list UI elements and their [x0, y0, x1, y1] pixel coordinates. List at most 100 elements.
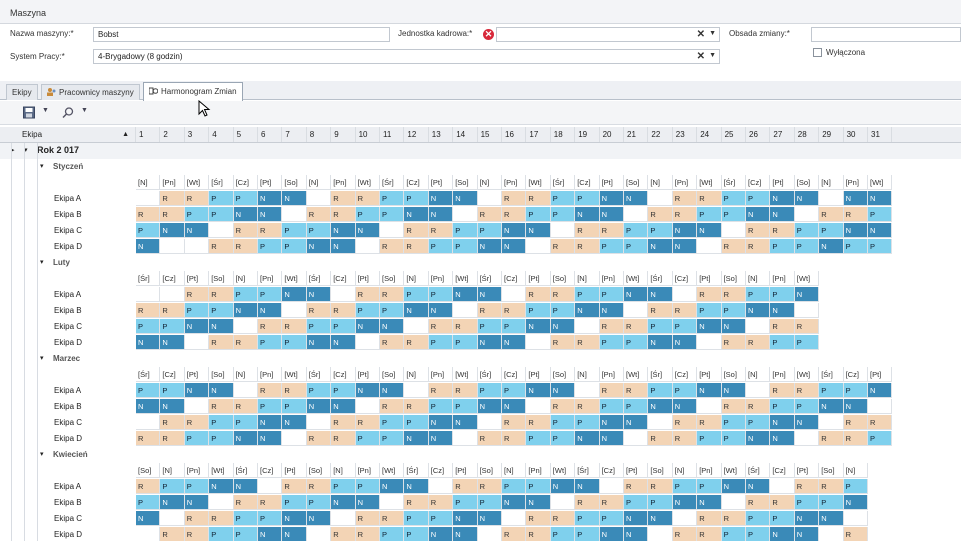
shift-cell[interactable] — [355, 399, 380, 414]
shift-cell[interactable]: P — [550, 207, 576, 222]
shift-cell[interactable]: P — [746, 191, 771, 206]
shift-cell[interactable]: R — [380, 239, 405, 254]
shift-cell[interactable]: R — [672, 415, 698, 430]
shift-cell[interactable]: N — [258, 207, 283, 222]
shift-cell[interactable]: R — [721, 335, 746, 350]
shift-cell[interactable]: P — [770, 399, 795, 414]
shift-cell[interactable]: R — [526, 191, 551, 206]
shift-cell[interactable]: P — [306, 223, 332, 238]
shift-cell[interactable] — [331, 287, 356, 302]
shift-cell[interactable]: R — [209, 287, 234, 302]
shift-cell[interactable]: R — [746, 495, 771, 510]
shift-cell[interactable]: P — [258, 287, 283, 302]
collapse-icon[interactable]: ▾ — [40, 355, 44, 362]
shift-cell[interactable]: R — [672, 431, 698, 446]
shift-cell[interactable]: P — [550, 431, 576, 446]
shift-cell[interactable]: P — [624, 495, 649, 510]
shift-cell[interactable]: N — [355, 223, 380, 238]
shift-cell[interactable]: R — [746, 239, 771, 254]
shift-cell[interactable]: R — [233, 223, 258, 238]
shift-cell[interactable]: R — [697, 527, 722, 541]
shift-cell[interactable]: N — [843, 223, 868, 238]
shift-cell[interactable]: N — [331, 495, 356, 510]
shift-cell[interactable] — [770, 479, 795, 494]
shift-cell[interactable]: N — [770, 415, 795, 430]
shift-cell[interactable]: R — [331, 207, 356, 222]
shift-cell[interactable] — [526, 335, 551, 350]
clear-icon[interactable]: ✕ — [696, 51, 705, 62]
shift-cell[interactable] — [624, 207, 649, 222]
shift-cell[interactable]: P — [160, 383, 185, 398]
shift-cell[interactable]: P — [136, 495, 161, 510]
shift-cell[interactable]: P — [380, 303, 405, 318]
shift-cell[interactable]: R — [233, 335, 258, 350]
shift-cell[interactable]: R — [526, 527, 551, 541]
shift-cell[interactable]: R — [697, 191, 722, 206]
day-header[interactable]: 1 — [136, 127, 161, 142]
shift-cell[interactable]: R — [184, 511, 210, 526]
shift-cell[interactable]: R — [550, 335, 576, 350]
shift-cell[interactable]: P — [697, 303, 722, 318]
shift-cell[interactable]: P — [258, 399, 283, 414]
shift-cell[interactable]: R — [404, 239, 429, 254]
day-header[interactable]: 19 — [575, 127, 600, 142]
shift-cell[interactable]: N — [868, 191, 893, 206]
shift-cell[interactable]: P — [404, 191, 429, 206]
shift-cell[interactable]: N — [648, 335, 673, 350]
day-header[interactable]: 22 — [648, 127, 673, 142]
shift-cell[interactable]: P — [599, 399, 624, 414]
shift-cell[interactable]: N — [672, 335, 698, 350]
shift-cell[interactable] — [550, 223, 576, 238]
shift-cell[interactable]: N — [209, 319, 234, 334]
shift-cell[interactable] — [624, 431, 649, 446]
shift-cell[interactable] — [794, 207, 820, 222]
shift-cell[interactable]: R — [477, 479, 502, 494]
shift-cell[interactable]: P — [428, 239, 454, 254]
shift-cell[interactable]: P — [258, 239, 283, 254]
shift-cell[interactable]: N — [428, 303, 454, 318]
shift-cell[interactable]: N — [160, 335, 185, 350]
shift-cell[interactable]: R — [794, 479, 820, 494]
shift-cell[interactable]: R — [502, 191, 527, 206]
shift-cell[interactable]: P — [599, 239, 624, 254]
shift-cell[interactable]: N — [672, 223, 698, 238]
shift-cell[interactable]: P — [672, 479, 698, 494]
shift-cell[interactable]: R — [404, 495, 429, 510]
shift-cell[interactable] — [526, 239, 551, 254]
day-header[interactable]: 17 — [526, 127, 551, 142]
shift-cell[interactable]: N — [794, 191, 820, 206]
shift-cell[interactable]: P — [624, 335, 649, 350]
shift-cell[interactable]: R — [550, 511, 576, 526]
shift-cell[interactable]: N — [355, 383, 380, 398]
shift-cell[interactable]: R — [306, 431, 332, 446]
shift-cell[interactable] — [136, 191, 161, 206]
shift-cell[interactable]: P — [306, 495, 332, 510]
shift-cell[interactable]: P — [550, 191, 576, 206]
shift-cell[interactable] — [428, 479, 454, 494]
day-header[interactable]: 14 — [453, 127, 478, 142]
shift-cell[interactable] — [477, 415, 502, 430]
shift-cell[interactable]: R — [648, 303, 673, 318]
shift-cell[interactable] — [355, 239, 380, 254]
shift-cell[interactable]: P — [599, 511, 624, 526]
shift-cell[interactable] — [697, 335, 722, 350]
shift-cell[interactable] — [453, 303, 478, 318]
shift-cell[interactable] — [575, 319, 600, 334]
shift-cell[interactable]: N — [624, 511, 649, 526]
shift-cell[interactable]: N — [258, 415, 283, 430]
shift-cell[interactable]: R — [184, 527, 210, 541]
shift-cell[interactable]: R — [502, 303, 527, 318]
shift-cell[interactable]: R — [746, 223, 771, 238]
shift-cell[interactable]: N — [794, 527, 820, 541]
shift-cell[interactable]: R — [624, 319, 649, 334]
shift-cell[interactable]: R — [160, 431, 185, 446]
shift-cell[interactable]: P — [648, 223, 673, 238]
shift-cell[interactable]: N — [136, 239, 161, 254]
shift-cell[interactable]: R — [746, 399, 771, 414]
shift-cell[interactable]: P — [404, 415, 429, 430]
shift-cell[interactable]: R — [453, 383, 478, 398]
